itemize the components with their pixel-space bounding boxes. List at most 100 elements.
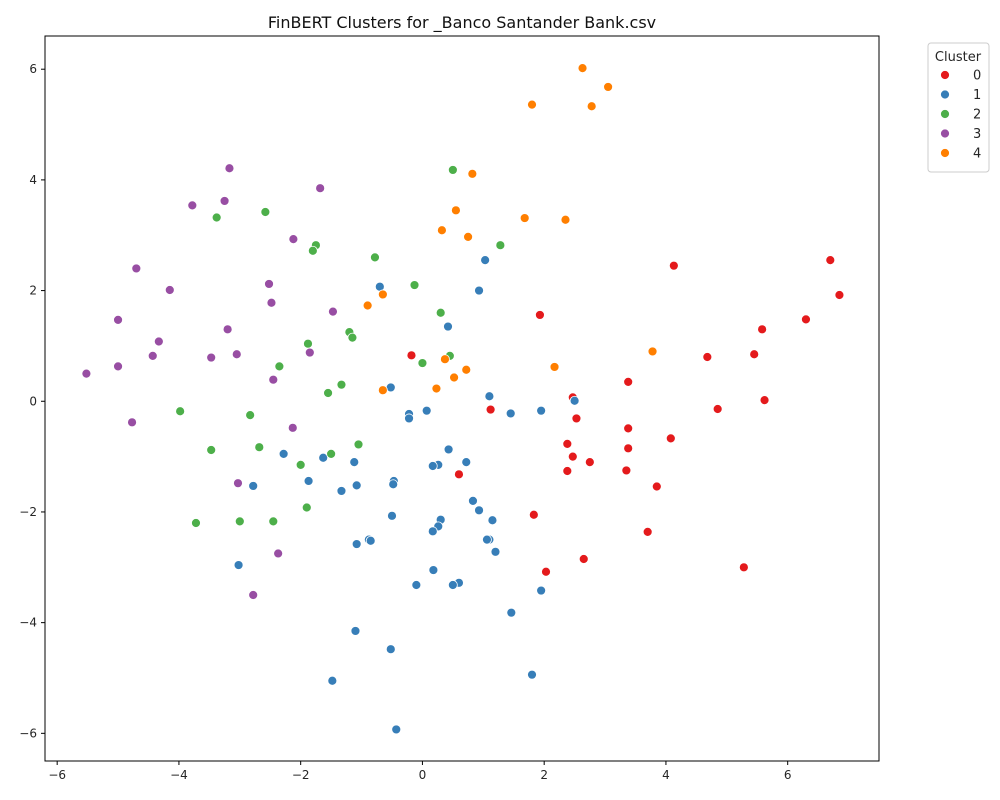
scatter-point-cluster-2 [175,406,186,417]
scatter-point-cluster-1 [474,505,484,516]
scatter-point-cluster-0 [642,526,653,537]
scatter-point-cluster-0 [485,404,496,415]
scatter-point-cluster-1 [349,457,360,468]
legend-items: 0 1 2 3 4 [940,69,981,162]
scatter-point-cluster-4 [362,300,373,311]
scatter-point-cluster-2 [370,252,380,263]
scatter-point-cluster-1 [385,644,396,655]
scatter-point-cluster-1 [427,461,438,471]
scatter-point-cluster-0 [578,554,589,564]
y-axis: −6 −4 −2 0 2 4 6 [19,62,45,740]
scatter-point-cluster-2 [447,165,458,175]
legend: Cluster 0 1 2 3 4 [927,42,990,173]
scatter-point-cluster-1 [468,495,478,506]
scatter-point-cluster-2 [347,332,358,343]
scatter-point-cluster-1 [490,546,501,557]
scatter-point-cluster-1 [248,481,259,491]
y-tick-label: 6 [29,62,37,76]
chart-title: FinBERT Clusters for _Banco Santander Ba… [268,13,656,33]
scatter-point-cluster-1 [404,413,414,424]
scatter-point-cluster-4 [461,364,472,375]
scatter-point-cluster-4 [467,168,478,179]
scatter-point-cluster-1 [351,480,362,491]
scatter-point-cluster-2 [268,516,279,527]
scatter-point-cluster-2 [254,442,265,453]
scatter-point-cluster-3 [113,361,123,372]
scatter-point-cluster-1 [303,476,314,486]
scatter-point-cluster-0 [623,376,634,387]
scatter-point-cluster-3 [287,422,298,433]
legend-label-cluster-2: 2 [973,108,981,123]
scatter-point-cluster-0 [562,466,573,476]
x-tick-label: 4 [662,768,670,782]
scatter-point-cluster-1 [387,510,397,521]
x-tick-label: 0 [419,768,427,782]
scatter-point-cluster-2 [245,410,256,421]
scatter-point-cluster-2 [303,338,313,349]
scatter-point-cluster-1 [351,539,362,549]
scatter-point-cluster-0 [567,451,578,462]
scatter-point-cluster-1 [427,526,438,537]
scatter-point-cluster-2 [234,516,245,527]
y-tick-label: 4 [29,173,37,187]
scatter-point-cluster-2 [495,240,506,251]
y-tick-label: 0 [29,394,37,408]
data-points [81,63,845,735]
scatter-point-cluster-3 [113,315,123,325]
scatter-point-cluster-3 [224,163,235,174]
scatter-point-cluster-3 [248,590,259,600]
scatter-point-cluster-1 [461,457,472,468]
scatter-point-cluster-4 [377,385,388,396]
scatter-point-cluster-0 [759,395,770,406]
scatter-point-cluster-1 [527,669,537,680]
scatter-point-cluster-0 [584,457,595,468]
scatter-point-cluster-4 [603,82,614,92]
scatter-point-cluster-3 [266,297,277,308]
scatter-point-cluster-1 [482,534,492,545]
scatter-point-cluster-0 [749,349,760,360]
legend-marker-cluster-3 [940,128,950,139]
scatter-point-cluster-1 [365,535,376,546]
scatter-point-cluster-0 [535,310,545,320]
scatter-point-cluster-1 [391,724,402,735]
scatter-point-cluster-3 [187,200,198,211]
scatter-point-cluster-1 [336,486,347,496]
scatter-point-cluster-3 [147,350,158,361]
scatter-point-cluster-4 [577,63,588,73]
legend-marker-cluster-4 [940,148,950,158]
scatter-point-cluster-3 [131,263,142,274]
scatter-point-cluster-3 [273,548,284,559]
scatter-point-cluster-3 [233,478,243,489]
scatter-point-cluster-0 [562,438,573,449]
y-tick-label: −6 [19,726,37,740]
scatter-point-cluster-2 [323,388,333,398]
scatter-point-cluster-4 [560,214,571,225]
scatter-point-cluster-2 [435,307,446,318]
scatter-point-cluster-0 [702,352,713,362]
scatter-point-cluster-3 [219,196,230,206]
scatter-point-cluster-3 [268,374,279,385]
scatter-point-cluster-0 [801,314,811,325]
scatter-point-cluster-3 [222,324,233,335]
scatter-point-cluster-3 [164,285,175,295]
scatter-point-cluster-0 [528,509,539,520]
scatter-point-cluster-2 [260,207,271,217]
scatter-point-cluster-1 [278,448,289,459]
scatter-point-cluster-0 [651,481,662,492]
scatter-point-cluster-1 [536,585,547,596]
scatter-point-cluster-3 [315,183,326,194]
scatter-point-cluster-4 [451,205,461,216]
scatter-point-cluster-2 [206,445,217,455]
scatter-point-cluster-1 [569,395,580,406]
x-axis: −6 −4 −2 0 2 4 6 [48,761,792,782]
scatter-point-cluster-1 [505,408,516,419]
scatter-point-cluster-4 [431,383,442,394]
scatter-point-cluster-0 [454,469,464,480]
scatter-point-cluster-4 [586,101,597,112]
scatter-point-cluster-1 [474,285,484,296]
scatter-point-cluster-3 [206,352,217,363]
scatter-point-cluster-1 [350,626,361,636]
scatter-point-cluster-1 [487,515,498,526]
scatter-point-cluster-1 [443,321,453,332]
